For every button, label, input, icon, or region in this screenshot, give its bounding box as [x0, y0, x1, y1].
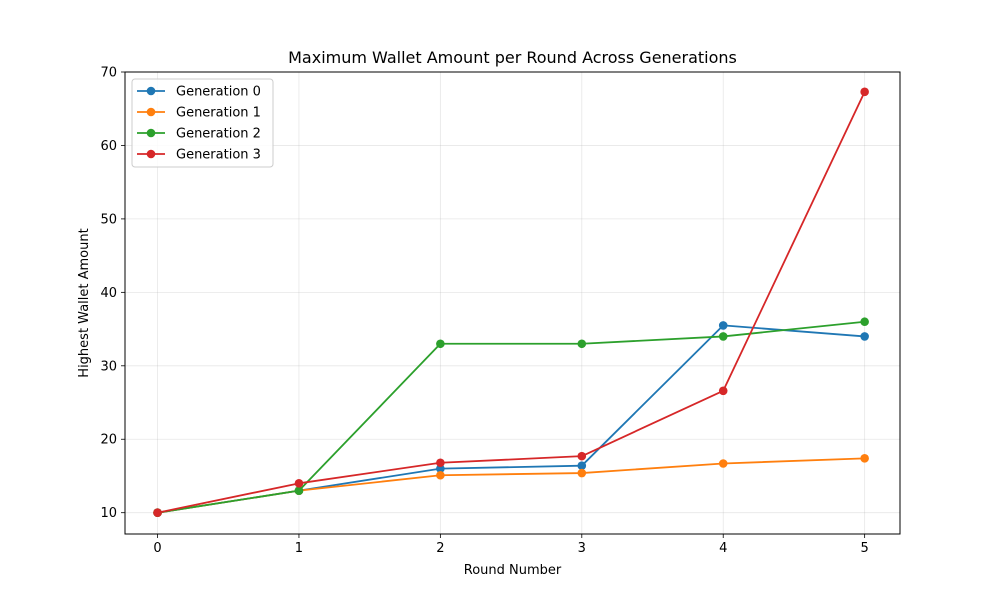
- legend-label: Generation 2: [176, 127, 261, 142]
- legend-box: [131, 78, 274, 168]
- x-tick-label: 2: [436, 541, 444, 556]
- data-point: [436, 458, 445, 468]
- legend-marker: [146, 149, 156, 159]
- data-point: [577, 461, 587, 470]
- x-axis-title: Round Number: [464, 563, 562, 578]
- y-tick-label: 10: [100, 506, 117, 521]
- data-point: [436, 464, 445, 473]
- data-point: [860, 332, 869, 341]
- legend-label: Generation 0: [176, 85, 261, 100]
- data-point: [860, 454, 869, 463]
- x-tick-label: 1: [295, 541, 303, 556]
- data-point: [294, 486, 304, 495]
- series-line: [157, 320, 865, 514]
- legend-entry: Generation 0: [137, 85, 261, 100]
- legend: Generation 0 Generation 1 Generation 2 Gene…: [131, 78, 274, 168]
- y-tick-label: 70: [100, 66, 117, 81]
- y-axis: 10 20 30 40 50 60 70: [100, 66, 125, 521]
- y-tick-label: 30: [100, 359, 117, 374]
- grid-lines: [125, 71, 900, 534]
- y-tick-label: 60: [100, 139, 117, 154]
- legend-entry: Generation 2: [137, 127, 261, 142]
- data-point: [860, 317, 869, 327]
- x-tick-label: 0: [153, 541, 161, 556]
- legend-marker: [146, 128, 156, 138]
- data-point: [436, 470, 445, 480]
- y-axis-title: Highest Wallet Amount: [77, 228, 92, 377]
- data-point: [436, 339, 445, 349]
- data-point: [718, 321, 728, 330]
- data-point: [577, 468, 587, 478]
- series-line: [157, 91, 866, 514]
- plot-area-frame: [124, 71, 901, 535]
- data-point: [294, 479, 304, 488]
- data-point: [860, 87, 869, 97]
- series-generation-3: [153, 87, 869, 517]
- data-point: [718, 332, 728, 341]
- series-lines: [153, 87, 869, 517]
- y-tick-label: 20: [100, 433, 117, 448]
- data-point: [577, 451, 587, 461]
- legend-entry: Generation 1: [137, 106, 261, 121]
- x-tick-label: 5: [861, 541, 869, 556]
- legend-marker: [146, 86, 156, 96]
- y-tick-label: 40: [100, 286, 117, 301]
- legend-label: Generation 1: [176, 106, 261, 121]
- legend-marker: [146, 107, 156, 117]
- chart-title: Maximum Wallet Amount per Round Across G…: [288, 48, 737, 67]
- legend-entry: Generation 3: [137, 148, 261, 163]
- data-point: [577, 339, 587, 349]
- x-tick-label: 3: [578, 541, 586, 556]
- x-tick-label: 4: [719, 541, 727, 556]
- data-point: [718, 459, 728, 468]
- x-axis: 0 1 2 3 4 5: [153, 534, 869, 556]
- legend-label: Generation 3: [176, 148, 261, 163]
- data-point: [153, 508, 162, 517]
- y-tick-label: 50: [100, 212, 117, 227]
- data-point: [718, 386, 728, 396]
